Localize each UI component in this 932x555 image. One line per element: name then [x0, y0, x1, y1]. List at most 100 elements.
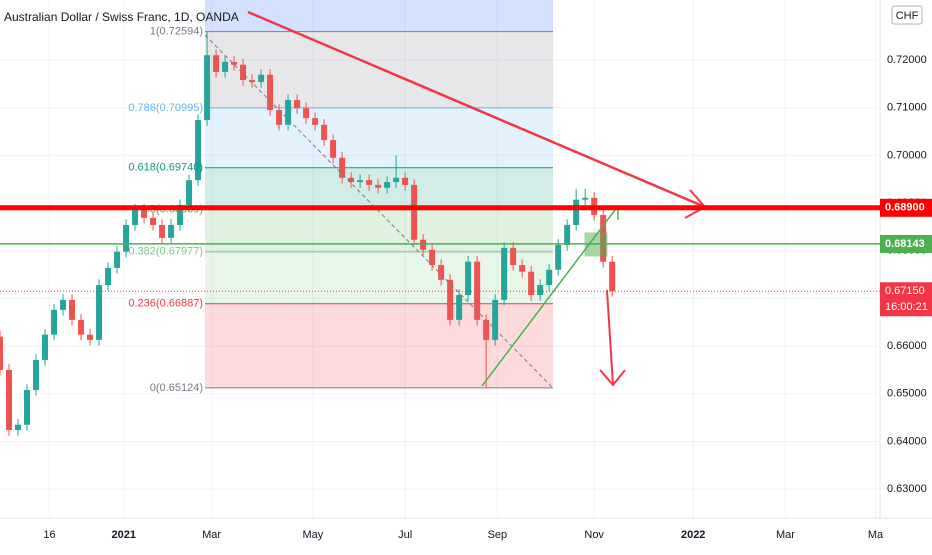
candle-body [492, 299, 499, 340]
fib-label: 0.236(0.66887) [128, 298, 203, 310]
candle-body [150, 217, 157, 225]
fib-band [205, 31, 553, 108]
candle-body [402, 177, 409, 185]
candle-body [267, 74, 274, 111]
fib-label: 0.618(0.69740) [128, 162, 203, 174]
x-tick-label: Mar [202, 529, 221, 541]
candle-body [15, 424, 22, 431]
fib-label: 0.382(0.67977) [128, 246, 203, 258]
x-tick-label: Sep [488, 529, 508, 541]
candle-body [429, 249, 436, 266]
candle-body [501, 247, 508, 300]
y-tick-label: 0.66000 [887, 340, 927, 352]
down-arrow [606, 289, 614, 386]
x-tick-label: Ma [868, 529, 884, 541]
candle-body [519, 265, 526, 272]
candle-body [285, 100, 292, 125]
fib-band [205, 107, 553, 168]
arrow-head [599, 369, 626, 387]
candle-body [123, 224, 130, 252]
candle-body [483, 319, 490, 340]
chart-title: Australian Dollar / Swiss Franc, 1D, OAN… [4, 10, 239, 24]
candle-body [438, 265, 445, 280]
candle-body [510, 247, 517, 266]
fib-top-band [205, 0, 553, 31]
candle-body [339, 157, 346, 178]
price-badge [880, 234, 932, 253]
countdown: 16:00:21 [885, 301, 928, 313]
price-label: 0.68900 [885, 202, 925, 214]
candle-body [582, 197, 589, 200]
x-tick-label: Nov [584, 529, 604, 541]
candle-body [231, 61, 238, 65]
last-price-badge [880, 282, 932, 317]
candle-body [96, 285, 103, 340]
candle-body [105, 267, 112, 286]
candle-body [420, 239, 427, 250]
candle-body [294, 100, 301, 109]
candle-body [0, 336, 3, 370]
candle-body [375, 184, 382, 188]
x-tick-label: 2021 [112, 529, 136, 541]
background [0, 0, 880, 518]
candle-body [51, 309, 58, 335]
candle-body [348, 177, 355, 183]
candle-body [114, 251, 121, 268]
candle-body [321, 124, 328, 141]
last-price-label: 0.67150 [885, 285, 925, 297]
candle-body [177, 204, 184, 225]
candle-body [222, 61, 229, 72]
candle-body [24, 389, 31, 425]
price-label: 0.68143 [885, 238, 925, 250]
y-tick-label: 0.70000 [887, 149, 927, 161]
x-tick-label: Mar [776, 529, 795, 541]
fib-label: 1(0.72594) [150, 26, 203, 38]
candle-body [303, 108, 310, 119]
candle-body [60, 299, 67, 310]
candle-body [87, 334, 94, 340]
x-tick-label: May [302, 529, 323, 541]
fib-label: 0(0.65124) [150, 382, 203, 394]
candle-body [528, 271, 535, 296]
candle-body [312, 118, 319, 125]
price-badge [880, 198, 932, 217]
candle-body [204, 55, 211, 121]
currency[interactable]: CHF [896, 10, 919, 22]
candle-body [195, 120, 202, 181]
candle-body [555, 245, 562, 270]
candle-body [393, 177, 400, 183]
candle-body [240, 64, 247, 81]
candle-body [141, 209, 148, 218]
fib-band [205, 251, 553, 304]
candle-body [537, 285, 544, 296]
x-tick-label: Jul [398, 529, 412, 541]
fib-trend-line [204, 34, 554, 389]
candle-body [249, 80, 256, 82]
candle-body [465, 261, 472, 296]
candle-body [573, 199, 580, 225]
y-tick-label: 0.64000 [887, 435, 927, 447]
candle-body [33, 359, 40, 390]
candle-body [186, 180, 193, 205]
fib-label: 0.786(0.70995) [128, 102, 203, 114]
candle-body [276, 110, 283, 125]
candle-body [159, 224, 166, 238]
x-tick-label: 2022 [681, 529, 705, 541]
candle-body [42, 334, 49, 360]
y-tick-label: 0.65000 [887, 388, 927, 400]
candle-body [258, 74, 265, 82]
candle-body [546, 269, 553, 286]
candle-body [213, 55, 220, 72]
currency-badge[interactable] [891, 5, 923, 25]
candle-body [132, 209, 139, 225]
fib-band [205, 167, 553, 210]
candle-body [366, 180, 373, 185]
candle-body [447, 279, 454, 320]
candle-body [456, 295, 463, 320]
y-tick-label: 0.63000 [887, 483, 927, 495]
candle-body [384, 182, 391, 188]
candle-body [168, 224, 175, 238]
fib-band [205, 209, 553, 252]
y-tick-label: 0.71000 [887, 102, 927, 114]
